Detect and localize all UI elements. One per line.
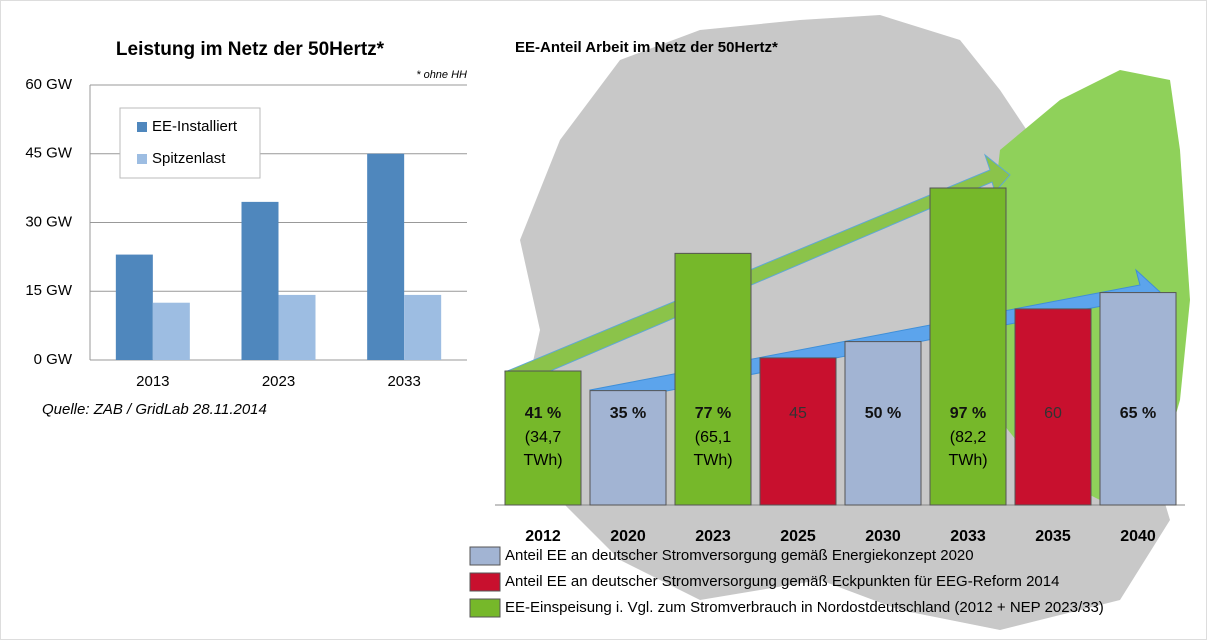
- sub-label: (82,2: [950, 429, 987, 446]
- chart-title: EE-Anteil Arbeit im Netz der 50Hertz*: [515, 39, 778, 56]
- y-tick-label: 0 GW: [34, 351, 73, 368]
- value-label: 77 %: [695, 405, 731, 422]
- legend-swatch: [469, 546, 501, 566]
- x-tick-label: 2025: [780, 528, 816, 545]
- value-label: 60: [1044, 405, 1062, 422]
- value-label: 35 %: [610, 405, 646, 422]
- value-label: 45: [789, 405, 807, 422]
- bar: [504, 370, 582, 506]
- legend-label: EE-Einspeisung i. Vgl. zum Stromverbrauc…: [505, 599, 1104, 616]
- note: * ohne HH: [416, 69, 467, 81]
- x-tick-label: 2023: [262, 373, 295, 390]
- value-label: 97 %: [950, 405, 986, 422]
- value-label: 65 %: [1120, 405, 1156, 422]
- bar: [115, 254, 153, 360]
- arrow-green: [504, 153, 1011, 385]
- x-tick-label: 2033: [387, 373, 420, 390]
- sub-label: TWh): [948, 452, 987, 469]
- x-tick-label: 2033: [950, 528, 986, 545]
- y-tick-label: 45 GW: [25, 145, 73, 162]
- value-label: 41 %: [525, 405, 561, 422]
- legend-swatch: [469, 598, 501, 618]
- x-tick-label: 2035: [1035, 528, 1071, 545]
- bar: [929, 187, 1007, 506]
- bar: [674, 252, 752, 506]
- source: Quelle: ZAB / GridLab 28.11.2014: [42, 401, 267, 418]
- legend-swatch: [137, 122, 147, 132]
- sub-label: (34,7: [525, 429, 562, 446]
- legend-swatch: [469, 572, 501, 592]
- bar: [367, 153, 405, 360]
- chart-title: Leistung im Netz der 50Hertz*: [116, 39, 385, 60]
- bar: [278, 294, 316, 360]
- legend-label: Spitzenlast: [152, 150, 226, 167]
- x-tick-label: 2023: [695, 528, 731, 545]
- sub-label: (65,1: [695, 429, 732, 446]
- bar: [404, 294, 442, 360]
- x-tick-label: 2040: [1120, 528, 1156, 545]
- x-tick-label: 2030: [865, 528, 901, 545]
- legend-swatch: [137, 154, 147, 164]
- y-tick-label: 30 GW: [25, 213, 73, 230]
- value-label: 50 %: [865, 405, 901, 422]
- y-tick-label: 60 GW: [25, 76, 73, 93]
- bar: [1099, 292, 1177, 506]
- x-tick-label: 2013: [136, 373, 169, 390]
- bar: [759, 357, 837, 506]
- bar: [1014, 308, 1092, 506]
- sub-label: TWh): [693, 452, 732, 469]
- bar: [589, 390, 667, 506]
- legend-label: EE-Installiert: [152, 118, 238, 135]
- y-tick-label: 15 GW: [25, 282, 73, 299]
- legend-box: [119, 107, 261, 179]
- bar: [844, 341, 922, 506]
- x-tick-label: 2020: [610, 528, 646, 545]
- x-tick-label: 2012: [525, 528, 561, 545]
- bar: [241, 201, 279, 360]
- sub-label: TWh): [523, 452, 562, 469]
- bar: [152, 302, 190, 360]
- legend-label: Anteil EE an deutscher Stromversorgung g…: [505, 547, 974, 564]
- legend-label: Anteil EE an deutscher Stromversorgung g…: [505, 573, 1059, 590]
